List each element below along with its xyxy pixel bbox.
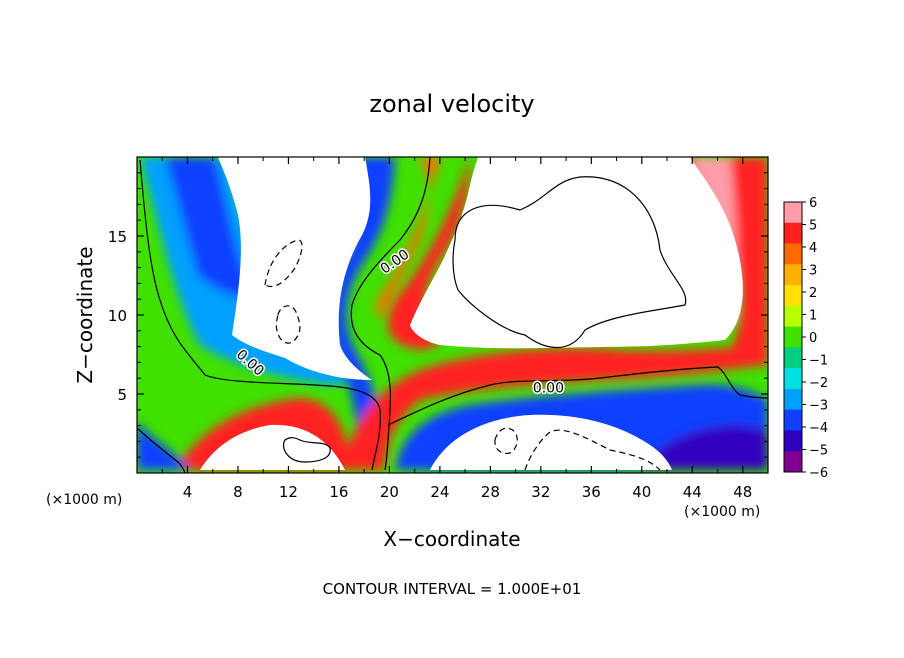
- x-tick-label: 4: [183, 483, 193, 501]
- colorbar-tick-label: 5: [809, 219, 817, 234]
- x-axis-ticks: 4 8 12 16 20 24 28 32 36 40 44 48: [161, 157, 752, 501]
- colorbar-tick-label: −3: [809, 399, 828, 414]
- chart-title: zonal velocity: [369, 90, 534, 118]
- colorbar-swatch: [784, 430, 802, 452]
- contour-negative-left-lower: [275, 305, 301, 344]
- colorbar-tick-label: 3: [809, 264, 817, 279]
- colorbar-tick-label: 4: [809, 241, 817, 256]
- y-tick-label: 10: [108, 307, 127, 325]
- colorbar-tick-label: 0: [809, 331, 817, 346]
- colorbar-tick-label: 2: [809, 286, 817, 301]
- x-tick-label: 32: [531, 483, 550, 501]
- contour-zero-bottom: [387, 366, 768, 426]
- colorbar-tick-label: −5: [809, 444, 828, 459]
- negative-region-bottom-left: [137, 420, 190, 470]
- contour-label: 0.00: [533, 381, 564, 397]
- x-tick-label: 20: [380, 483, 399, 501]
- negative-core-bottom-right: [640, 425, 768, 470]
- colorbar-swatch: [784, 285, 802, 307]
- colorbar-swatch: [784, 202, 802, 224]
- positive-plume-fill: [376, 157, 440, 320]
- colorbar-swatch: [784, 243, 802, 265]
- positive-plume-right: [675, 157, 768, 352]
- x-axis-label: X−coordinate: [383, 527, 520, 551]
- colorbar-tick-label: −4: [809, 421, 828, 436]
- x-unit-left: (×1000 m): [46, 492, 122, 508]
- colorbar-swatch: [784, 451, 802, 473]
- colorbar-tick-label: 1: [809, 309, 817, 324]
- colorbar-tick-label: −2: [809, 376, 828, 391]
- contour-zero-center: [350, 157, 431, 471]
- x-tick-label: 40: [632, 483, 651, 501]
- contour-zero-left: [139, 159, 381, 471]
- x-tick-label: 48: [733, 483, 752, 501]
- colorbar-swatch: [784, 222, 802, 245]
- contour-interval-footer: CONTOUR INTERVAL = 1.000E+01: [323, 580, 582, 598]
- x-tick-label: 36: [582, 483, 601, 501]
- colorbar-swatch: [784, 326, 802, 348]
- y-tick-label: 15: [108, 228, 127, 246]
- colorbar-swatch: [784, 409, 802, 431]
- contour-negative-bottom-right: [524, 429, 661, 471]
- colorbar-swatch: [784, 264, 802, 286]
- contour-bottom-left: [137, 427, 186, 473]
- x-tick-label: 24: [430, 483, 449, 501]
- positive-belt-center: [340, 345, 768, 470]
- positive-plume-center: [388, 157, 470, 350]
- colorbar-swatch: [784, 347, 802, 369]
- y-axis-ticks: 5 10 15: [108, 172, 768, 458]
- colorbar-swatch: [784, 305, 802, 328]
- x-tick-label: 8: [233, 483, 243, 501]
- x-tick-label: 16: [329, 483, 348, 501]
- colorbar-tick-label: −6: [809, 466, 828, 481]
- contour-negative-bottom-small: [494, 427, 518, 455]
- contour-negative-left-upper: [264, 239, 303, 288]
- x-tick-label: 28: [481, 483, 500, 501]
- white-region-bottom-left: [200, 424, 345, 470]
- white-region-bottom-center: [430, 414, 672, 470]
- colorbar: 6 5 4 3 2 1 0 −1 −2 −3 −4 −5 −6: [783, 196, 828, 481]
- colorbar-swatch: [784, 368, 802, 390]
- contour-positive-closed: [452, 176, 687, 348]
- colorbar-swatch: [784, 388, 802, 411]
- colorbar-tick-label: 6: [809, 196, 817, 211]
- x-unit-right: (×1000 m): [684, 504, 760, 520]
- x-tick-label: 44: [683, 483, 702, 501]
- negative-band-left-inner: [165, 157, 255, 300]
- colorbar-tick-label: −1: [809, 354, 828, 369]
- velocity-field: [137, 157, 768, 473]
- contour-small-bottom-left: [283, 437, 331, 463]
- x-tick-label: 12: [279, 483, 298, 501]
- y-tick-label: 5: [117, 386, 127, 404]
- y-axis-label: Z−coordinate: [73, 246, 97, 383]
